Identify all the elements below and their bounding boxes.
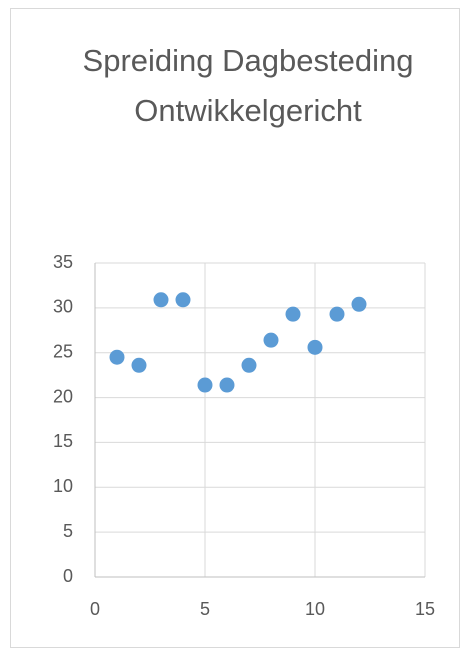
- y-tick-label: 5: [63, 521, 73, 541]
- y-tick-label: 0: [63, 566, 73, 586]
- x-tick-label: 0: [90, 599, 100, 619]
- point: [307, 339, 323, 355]
- point: [175, 292, 191, 308]
- point: [153, 292, 169, 308]
- x-tick-label: 15: [415, 599, 435, 619]
- point: [285, 306, 301, 322]
- chart-title: Spreiding Dagbesteding Ontwikkelgericht: [82, 43, 414, 128]
- y-tick-label: 15: [53, 431, 73, 451]
- y-tick-label: 10: [53, 476, 73, 496]
- point: [131, 357, 147, 373]
- point: [109, 349, 125, 365]
- point: [241, 357, 257, 373]
- y-tick-label: 30: [53, 297, 73, 317]
- point: [263, 332, 279, 348]
- y-tick-label: 35: [53, 252, 73, 272]
- x-tick-label: 10: [305, 599, 325, 619]
- y-tick-label: 20: [53, 386, 73, 406]
- point: [219, 377, 235, 393]
- y-tick-label: 25: [53, 341, 73, 361]
- point: [329, 306, 345, 322]
- x-tick-label: 5: [200, 599, 210, 619]
- point: [351, 296, 367, 312]
- point: [197, 377, 213, 393]
